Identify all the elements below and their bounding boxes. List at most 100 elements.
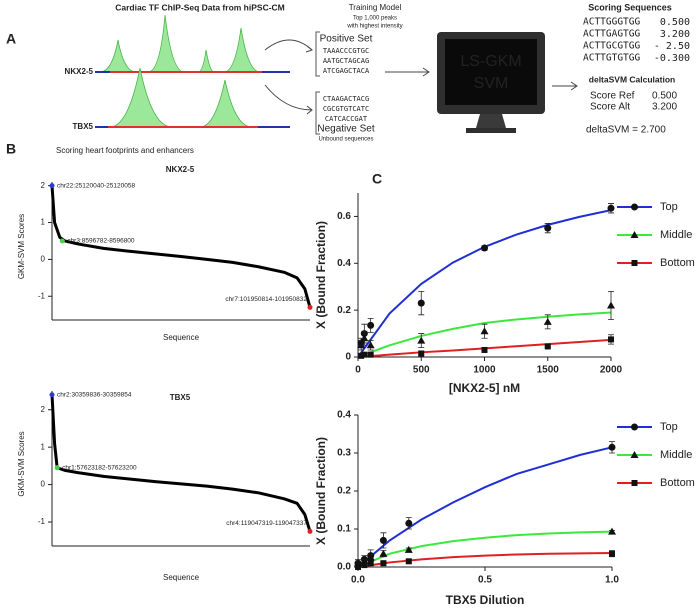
data-point — [417, 299, 425, 307]
data-point — [544, 224, 552, 232]
score-value: 3.200 — [652, 102, 677, 113]
data-point — [608, 443, 616, 451]
score-curve — [50, 185, 312, 308]
data-point — [367, 351, 374, 358]
highlight-point — [307, 304, 313, 310]
track-label: NKX2-5 — [65, 67, 94, 76]
highlight-point — [49, 183, 55, 189]
y-tick-label: 0.6 — [337, 211, 351, 222]
highlight-point — [307, 528, 313, 534]
data-point — [543, 317, 552, 325]
arrow — [422, 67, 430, 77]
data-point — [367, 560, 374, 567]
y-axis-label: GKM-SVM Scores — [17, 431, 26, 496]
legend-marker — [630, 231, 639, 238]
fit-curve — [357, 551, 613, 568]
panel-title: Scoring heart footprints and enhancers — [56, 146, 194, 155]
highlight-label: chr22:25120040-25120058 — [57, 182, 135, 189]
data-point — [417, 336, 426, 344]
y-tick-label: -1 — [38, 291, 46, 300]
negative-label: Negative Set — [317, 124, 374, 135]
x-tick-label: 0.5 — [478, 575, 492, 586]
scoring-title: Scoring Sequences — [588, 2, 672, 12]
data-point — [367, 321, 375, 329]
score-value: 0.500 — [652, 91, 677, 102]
score: 3.200 — [660, 29, 690, 40]
score: 0.500 — [660, 17, 690, 28]
y-tick-label: 1 — [41, 218, 46, 227]
y-tick-label: 0.4 — [337, 258, 351, 269]
y-tick-label: 0.2 — [337, 486, 351, 497]
score-label: Score Ref — [590, 91, 635, 102]
legend-marker — [631, 423, 638, 431]
data-point — [357, 341, 366, 349]
data-point — [380, 560, 387, 567]
arrow — [570, 81, 578, 91]
y-tick-label: 0.1 — [337, 524, 351, 535]
data-point — [481, 244, 488, 252]
x-tick-label: 500 — [413, 365, 430, 376]
bracket — [315, 91, 320, 135]
bracket — [315, 31, 320, 77]
track-label: TBX5 — [73, 122, 94, 131]
positive-label: Positive Set — [320, 34, 373, 45]
highlight-label: chr3:8596782-8596800 — [67, 238, 135, 245]
delta-result: deltaSVM = 2.700 — [586, 125, 666, 136]
sequence: TAAACCCGTGC — [323, 47, 369, 55]
data-point — [418, 350, 425, 357]
fit-curve — [357, 446, 613, 568]
legend-marker — [631, 260, 638, 266]
data-point — [366, 553, 375, 561]
model-name: LS-GKM — [460, 53, 521, 70]
legend-label: Top — [660, 421, 678, 433]
x-tick-label: 1500 — [537, 365, 560, 376]
sequence: ACTTGAGTGG — [583, 29, 640, 40]
scoring-rows: ACTTGGGTGG 0.500 ACTTGAGTGG 3.200 ACTTGCGTGG… — [583, 17, 690, 65]
score: - 2.50 — [654, 41, 690, 52]
x-axis-label: Sequence — [163, 573, 200, 582]
monitor — [437, 32, 545, 133]
legend-label: Bottom — [660, 257, 695, 269]
panel-letter: B — [6, 141, 16, 157]
y-tick-label: 1 — [41, 442, 46, 451]
data-point — [607, 204, 615, 212]
y-axis-label: GKM-SVM Scores — [17, 214, 26, 279]
y-axis-label: X (Bound Fraction) — [314, 437, 328, 545]
x-tick-label: 0.0 — [351, 575, 365, 586]
sequence: ACTTGGGTGG — [583, 17, 640, 28]
highlight-point — [54, 465, 60, 471]
highlight-label: chr7:101950814-101950832 — [225, 296, 307, 303]
fit-curve — [357, 311, 612, 358]
y-tick-label: 2 — [41, 181, 46, 190]
peaks — [109, 67, 253, 128]
y-tick-label: 2 — [41, 405, 46, 414]
x-tick-label: 1.0 — [605, 575, 619, 586]
data-point — [360, 334, 369, 342]
data-point — [366, 341, 375, 349]
x-tick-label: 2000 — [600, 365, 623, 376]
legend-marker — [631, 480, 638, 486]
data-point — [379, 549, 388, 557]
arrow — [264, 84, 313, 111]
chart-title: NKX2-5 — [166, 165, 195, 174]
y-tick-label: 0.4 — [337, 410, 351, 421]
data-point — [404, 545, 413, 553]
data-point — [361, 351, 368, 358]
panel-letter: C — [372, 171, 382, 187]
x-tick-label: 0 — [355, 365, 361, 376]
legend-label: Middle — [660, 449, 692, 461]
sequence: ACTTGTGTGG — [583, 53, 640, 64]
delta-title: deltaSVM Calculation — [589, 74, 675, 84]
legend-marker — [630, 451, 639, 458]
training-title: Training Model — [349, 3, 402, 12]
x-axis-label: TBX5 Dilution — [446, 593, 525, 607]
highlight-label: chr2:30359836-30359854 — [57, 391, 132, 398]
x-tick-label: 1000 — [473, 365, 496, 376]
monitor-base — [466, 128, 516, 133]
data-point — [405, 519, 413, 527]
sequence: CGCGTGTCATC — [323, 105, 369, 113]
score-label: Score Alt — [590, 102, 630, 113]
sequence: CTAAGACTACG — [323, 95, 369, 103]
y-axis-label: X (Bound Fraction) — [314, 221, 328, 329]
sequence: AATGCTAGCAG — [323, 57, 369, 65]
